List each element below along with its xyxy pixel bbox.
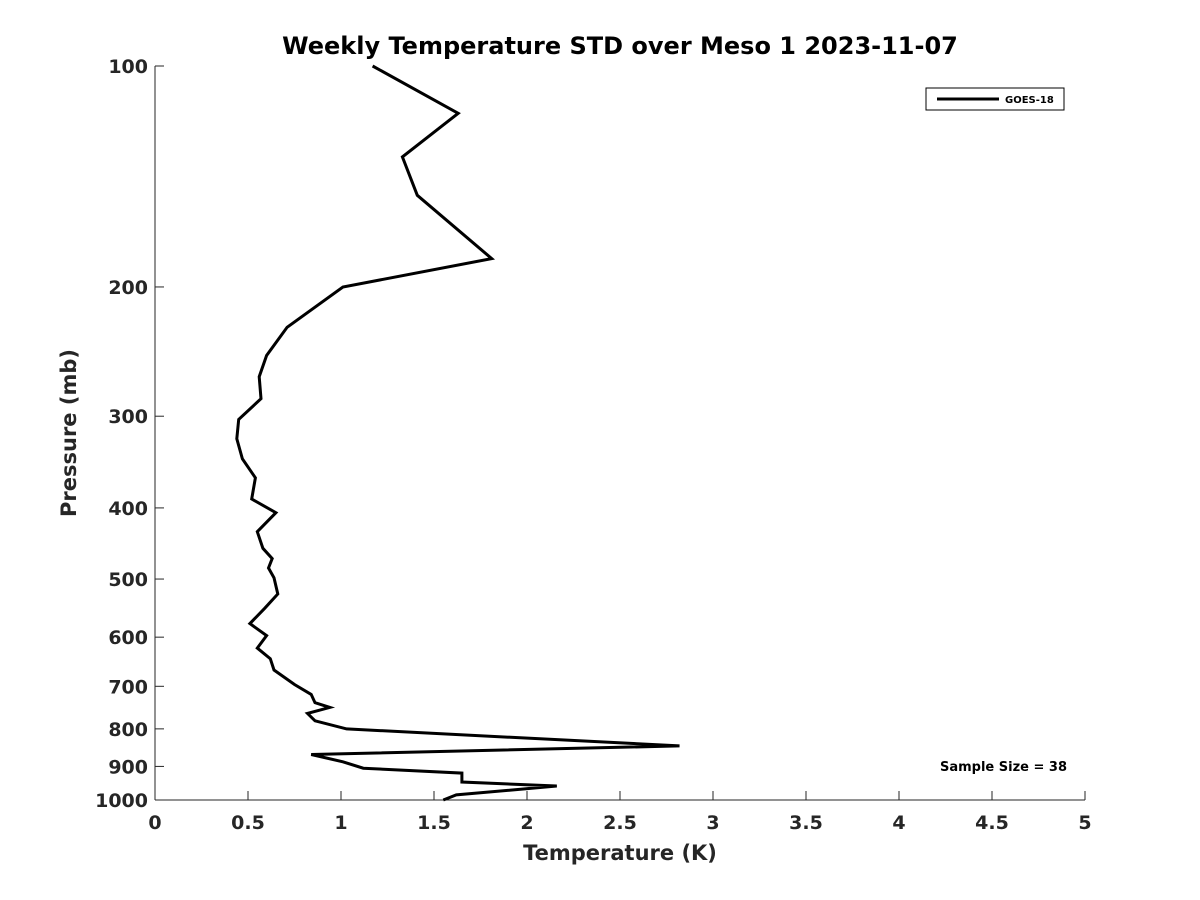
legend-label-goes-18: GOES-18 (1005, 95, 1054, 106)
y-tick-label: 800 (108, 719, 148, 741)
legend: GOES-18 (925, 87, 1065, 111)
x-tick-label: 0 (148, 812, 161, 834)
x-axis-ticks: 0 0.5 1 1.5 2 2.5 3 3.5 4 4.5 5 (148, 791, 1092, 834)
y-tick-label: 300 (108, 406, 148, 428)
y-axis-title: Pressure (mb) (57, 349, 81, 517)
x-tick-label: 1.5 (417, 812, 451, 834)
x-axis-title: Temperature (K) (523, 841, 717, 865)
x-tick-label: 3 (706, 812, 719, 834)
y-tick-label: 900 (108, 756, 148, 778)
x-tick-label: 3.5 (789, 812, 823, 834)
x-tick-label: 4.5 (975, 812, 1009, 834)
y-axis-ticks: 100 200 300 400 500 600 700 800 900 1000 (95, 56, 164, 812)
y-tick-label: 200 (108, 277, 148, 299)
series-layer (235, 64, 680, 802)
y-tick-label: 1000 (95, 790, 148, 812)
x-tick-label: 2 (520, 812, 533, 834)
sample-size-annotation: Sample Size = 38 (940, 760, 1067, 775)
chart-title: Weekly Temperature STD over Meso 1 2023-… (282, 32, 958, 60)
x-tick-label: 4 (892, 812, 905, 834)
y-tick-label: 400 (108, 498, 148, 520)
y-tick-label: 100 (108, 56, 148, 78)
x-tick-label: 1 (334, 812, 347, 834)
x-tick-label: 0.5 (231, 812, 265, 834)
y-tick-label: 600 (108, 627, 148, 649)
series-line-goes-18 (235, 64, 680, 802)
x-tick-label: 2.5 (603, 812, 637, 834)
y-tick-label: 500 (108, 569, 148, 591)
x-tick-label: 5 (1078, 812, 1091, 834)
y-tick-label: 700 (108, 676, 148, 698)
